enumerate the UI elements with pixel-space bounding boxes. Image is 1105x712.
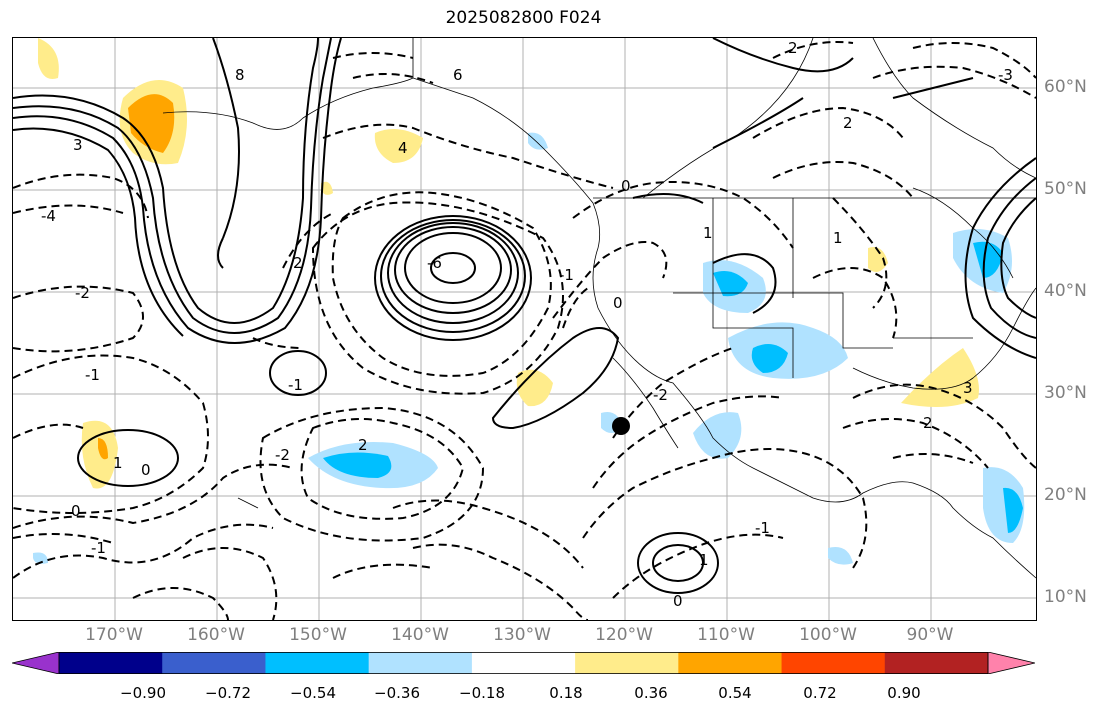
- colorbar-segment: [59, 652, 163, 674]
- contour-label: 2: [843, 114, 853, 132]
- colorbar-tick-label: 0.90: [887, 684, 921, 702]
- positive-contours: [13, 38, 1036, 594]
- colorbar-tick-label: −0.72: [205, 684, 251, 702]
- lat-label: 40°N: [1044, 281, 1087, 301]
- colorbar: [12, 652, 1035, 674]
- lon-label: 90°W: [906, 625, 954, 645]
- colorbar-segment: [575, 652, 679, 674]
- lat-label: 30°N: [1044, 383, 1087, 403]
- lon-label: 100°W: [799, 625, 857, 645]
- lat-label: 50°N: [1044, 179, 1087, 199]
- colorbar-tick-label: −0.36: [374, 684, 420, 702]
- colorbar-segment: [781, 652, 886, 674]
- contour-label: 1: [703, 224, 713, 242]
- map-panel[interactable]: 8 6 4 3 2 2 1 0 -1 -2 -3 -4 -6 0 1 -1 2 …: [12, 37, 1037, 621]
- surface-point-marker: [612, 417, 630, 435]
- contour-label: 0: [71, 502, 81, 520]
- negative-shading: [33, 132, 1025, 565]
- contour-label: 3: [73, 136, 83, 154]
- contour-labels: 8 6 4 3 2 2 1 0 -1 -2 -3 -4 -6 0 1 -1 2 …: [41, 39, 1013, 610]
- colorbar-segment: [265, 652, 370, 674]
- colorbar-tick-label: −0.54: [290, 684, 336, 702]
- contour-label: 1: [113, 454, 123, 472]
- colorbar-segment: [162, 652, 266, 674]
- map-title: 2025082800 F024: [445, 8, 602, 28]
- lat-label: 10°N: [1044, 587, 1087, 607]
- contour-label: -1: [559, 266, 574, 284]
- colorbar-tick-label: 0.18: [549, 684, 583, 702]
- contour-label: 2: [923, 414, 933, 432]
- contour-label: 0: [621, 177, 631, 195]
- contour-label: -3: [998, 66, 1013, 84]
- contour-label: -2: [653, 386, 668, 404]
- contour-label: -1: [85, 366, 100, 384]
- contour-label: 4: [398, 139, 408, 157]
- contour-label: 1: [699, 551, 709, 569]
- lon-label: 170°W: [85, 625, 143, 645]
- contour-label: -2: [275, 446, 290, 464]
- contour-label: 2: [788, 39, 798, 57]
- colorbar-segment: [368, 652, 473, 674]
- colorbar-tick-label: 0.72: [803, 684, 837, 702]
- colorbar-tick-label: −0.18: [459, 684, 505, 702]
- lon-label: 140°W: [391, 625, 449, 645]
- contour-label: 1: [833, 229, 843, 247]
- contour-label: 0: [141, 461, 151, 479]
- coastlines: [162, 38, 1036, 579]
- colorbar-frame: [58, 652, 989, 674]
- contour-label: -4: [41, 207, 56, 225]
- colorbar-tick-label: 0.36: [634, 684, 668, 702]
- positive-shading: [38, 38, 979, 489]
- lon-label: 150°W: [289, 625, 347, 645]
- colorbar-extend-low: [12, 652, 60, 674]
- contour-label: 0: [613, 294, 623, 312]
- contour-label: -1: [755, 519, 770, 537]
- contour-label: -1: [288, 376, 303, 394]
- negative-contours: [13, 41, 1036, 620]
- colorbar-segment: [884, 652, 989, 674]
- colorbar-tick-label: −0.90: [120, 684, 166, 702]
- contour-label: 8: [235, 66, 245, 84]
- lon-label: 120°W: [595, 625, 653, 645]
- lon-label: 130°W: [493, 625, 551, 645]
- contour-label: -1: [91, 539, 106, 557]
- colorbar-tick-label: 0.54: [718, 684, 752, 702]
- colorbar-extend-high: [987, 652, 1035, 674]
- contour-label: 2: [293, 254, 303, 272]
- colorbar-segment: [678, 652, 783, 674]
- lon-label: 110°W: [697, 625, 755, 645]
- map-canvas: 8 6 4 3 2 2 1 0 -1 -2 -3 -4 -6 0 1 -1 2 …: [13, 38, 1036, 620]
- contour-label: -2: [75, 284, 90, 302]
- lon-label: 160°W: [187, 625, 245, 645]
- colorbar-segment: [471, 652, 576, 674]
- lat-label: 60°N: [1044, 77, 1087, 97]
- lat-label: 20°N: [1044, 485, 1087, 505]
- contour-label: 6: [453, 66, 463, 84]
- contour-label: -6: [427, 254, 442, 272]
- contour-label: 0: [673, 592, 683, 610]
- contour-label: 3: [963, 379, 973, 397]
- contour-label: 2: [358, 436, 368, 454]
